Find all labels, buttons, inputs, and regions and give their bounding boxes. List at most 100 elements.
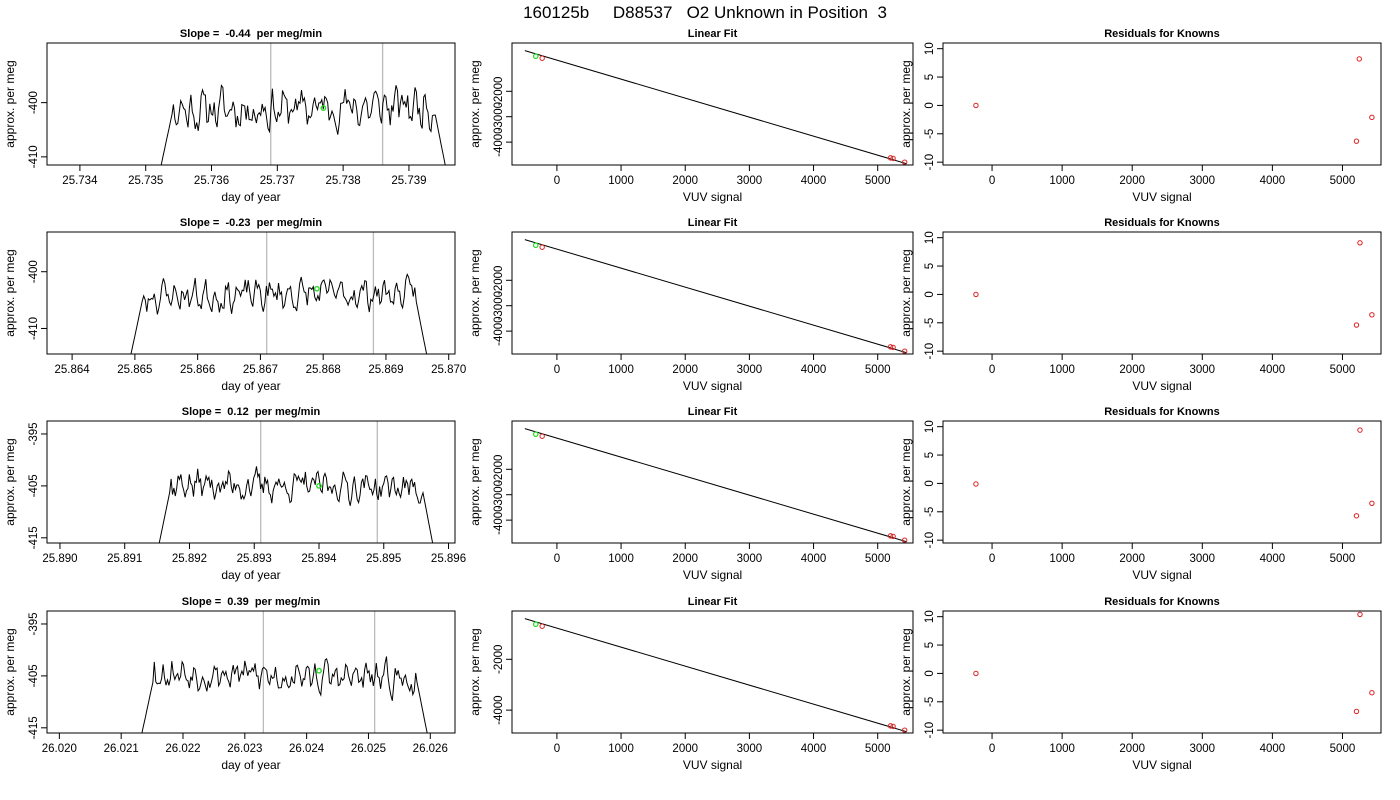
y-tick-label: -4000 [493, 127, 505, 156]
plot-area [973, 240, 1375, 328]
fit-line [524, 239, 907, 354]
panel-title: Residuals for Knowns [1104, 406, 1220, 418]
x-tick-label: 4000 [1260, 553, 1286, 565]
x-tick-label: 2000 [1119, 175, 1145, 187]
y-axis-label: approx. per meg [899, 60, 913, 147]
plot-area [973, 611, 1375, 715]
known-point [539, 623, 545, 629]
y-tick-label: -2000 [493, 455, 505, 484]
panel-fit-1: Linear Fit VUV signal approx. per meg 0 1000… [468, 28, 914, 204]
known-point [901, 159, 908, 165]
x-axis-label: VUV signal [683, 758, 742, 772]
y-tick-label: -405 [28, 664, 40, 687]
plot-frame [46, 231, 456, 355]
known-point [890, 155, 896, 162]
plot-area [524, 239, 908, 354]
signal-trace [130, 273, 428, 354]
x-axis-label: VUV signal [683, 379, 742, 393]
known-point [890, 344, 896, 351]
unknown-point [532, 242, 539, 249]
y-tick-label: -4000 [493, 695, 505, 724]
x-axis-label: VUV signal [683, 190, 742, 204]
y-tick-label: -415 [28, 526, 40, 549]
plot-frame [511, 42, 914, 166]
x-tick-label: 2000 [672, 364, 698, 376]
y-tick-label: 5 [924, 452, 936, 458]
x-tick-label: 26.020 [42, 743, 77, 755]
known-point [890, 723, 896, 730]
figure-title: 160125b D88537 O2 Unknown in Position 3 [523, 3, 887, 22]
panel-title: Linear Fit [688, 28, 738, 40]
known-point [901, 348, 908, 354]
y-tick-label: 10 [924, 420, 936, 433]
plot-area [973, 56, 1375, 144]
y-tick-label: -5 [924, 129, 936, 139]
x-axis-label: VUV signal [1132, 379, 1191, 393]
known-point [887, 344, 894, 350]
plot-frame [942, 231, 1382, 355]
y-tick-label: -3000 [493, 480, 505, 509]
x-tick-label: 3000 [1189, 743, 1215, 755]
y-axis-label: approx. per meg [899, 628, 913, 715]
x-tick-label: 0 [554, 743, 560, 755]
x-tick-label: 2000 [1119, 743, 1145, 755]
known-point [887, 155, 894, 161]
x-tick-label: 5000 [865, 364, 891, 376]
x-tick-label: 25.868 [306, 364, 341, 376]
x-tick-label: 25.866 [180, 364, 215, 376]
x-tick-label: 25.737 [260, 175, 295, 187]
panel-title: Linear Fit [688, 596, 738, 608]
y-tick-label: -415 [28, 716, 40, 739]
x-axis-label: VUV signal [683, 568, 742, 582]
y-axis-label: approx. per meg [899, 438, 913, 525]
y-axis-label: approx. per meg [3, 60, 17, 147]
y-tick-label: -10 [924, 343, 936, 360]
y-tick-label: -5 [924, 507, 936, 517]
x-axis-label: day of year [221, 190, 280, 204]
panel-title: Slope = 0.12 per meg/min [182, 406, 321, 418]
y-tick-label: -10 [924, 532, 936, 549]
y-tick-label: 0 [924, 102, 936, 108]
panel-timeseries-2: Slope = -0.23 per meg/min day of year appr… [3, 217, 466, 393]
x-tick-label: 25.738 [326, 175, 361, 187]
x-tick-label: 3000 [1189, 553, 1215, 565]
x-tick-label: 4000 [801, 175, 827, 187]
y-tick-label: -400 [28, 260, 40, 283]
known-point [539, 55, 545, 61]
plot-frame [46, 610, 456, 734]
x-tick-label: 4000 [1260, 364, 1286, 376]
known-point [539, 244, 545, 250]
plot-frame [511, 420, 914, 544]
x-axis-label: day of year [221, 568, 280, 582]
x-tick-label: 25.894 [301, 553, 337, 565]
y-axis-label: approx. per meg [468, 438, 482, 525]
y-axis-label: approx. per meg [3, 628, 17, 715]
known-point [1369, 690, 1375, 696]
x-tick-label: 1000 [608, 175, 634, 187]
known-point [1357, 427, 1363, 433]
panel-residual-4: Residuals for Knowns VUV signal approx. pe… [899, 596, 1382, 772]
x-tick-label: 0 [989, 175, 995, 187]
x-tick-label: 1000 [1049, 175, 1075, 187]
panel-timeseries-4: Slope = 0.39 per meg/min day of year appro… [3, 596, 456, 772]
y-tick-label: -4000 [493, 316, 505, 345]
unknown-marker [320, 105, 327, 111]
fit-line [524, 50, 907, 165]
panel-timeseries-1: Slope = -0.44 per meg/min day of year appr… [3, 28, 456, 204]
x-tick-label: 1000 [608, 553, 634, 565]
x-tick-label: 1000 [1049, 364, 1075, 376]
known-point [1369, 312, 1375, 318]
fit-line [524, 618, 907, 733]
x-tick-label: 26.024 [289, 743, 325, 755]
x-tick-label: 0 [554, 553, 560, 565]
y-tick-label: -410 [28, 145, 40, 168]
y-axis-label: approx. per meg [468, 60, 482, 147]
panel-title: Slope = -0.23 per meg/min [180, 217, 322, 229]
panel-timeseries-3: Slope = 0.12 per meg/min day of year appro… [3, 406, 466, 582]
known-point [887, 533, 894, 539]
known-point [973, 481, 979, 487]
y-axis-label: approx. per meg [3, 438, 17, 525]
plot-area [524, 428, 908, 543]
x-tick-label: 3000 [737, 743, 763, 755]
